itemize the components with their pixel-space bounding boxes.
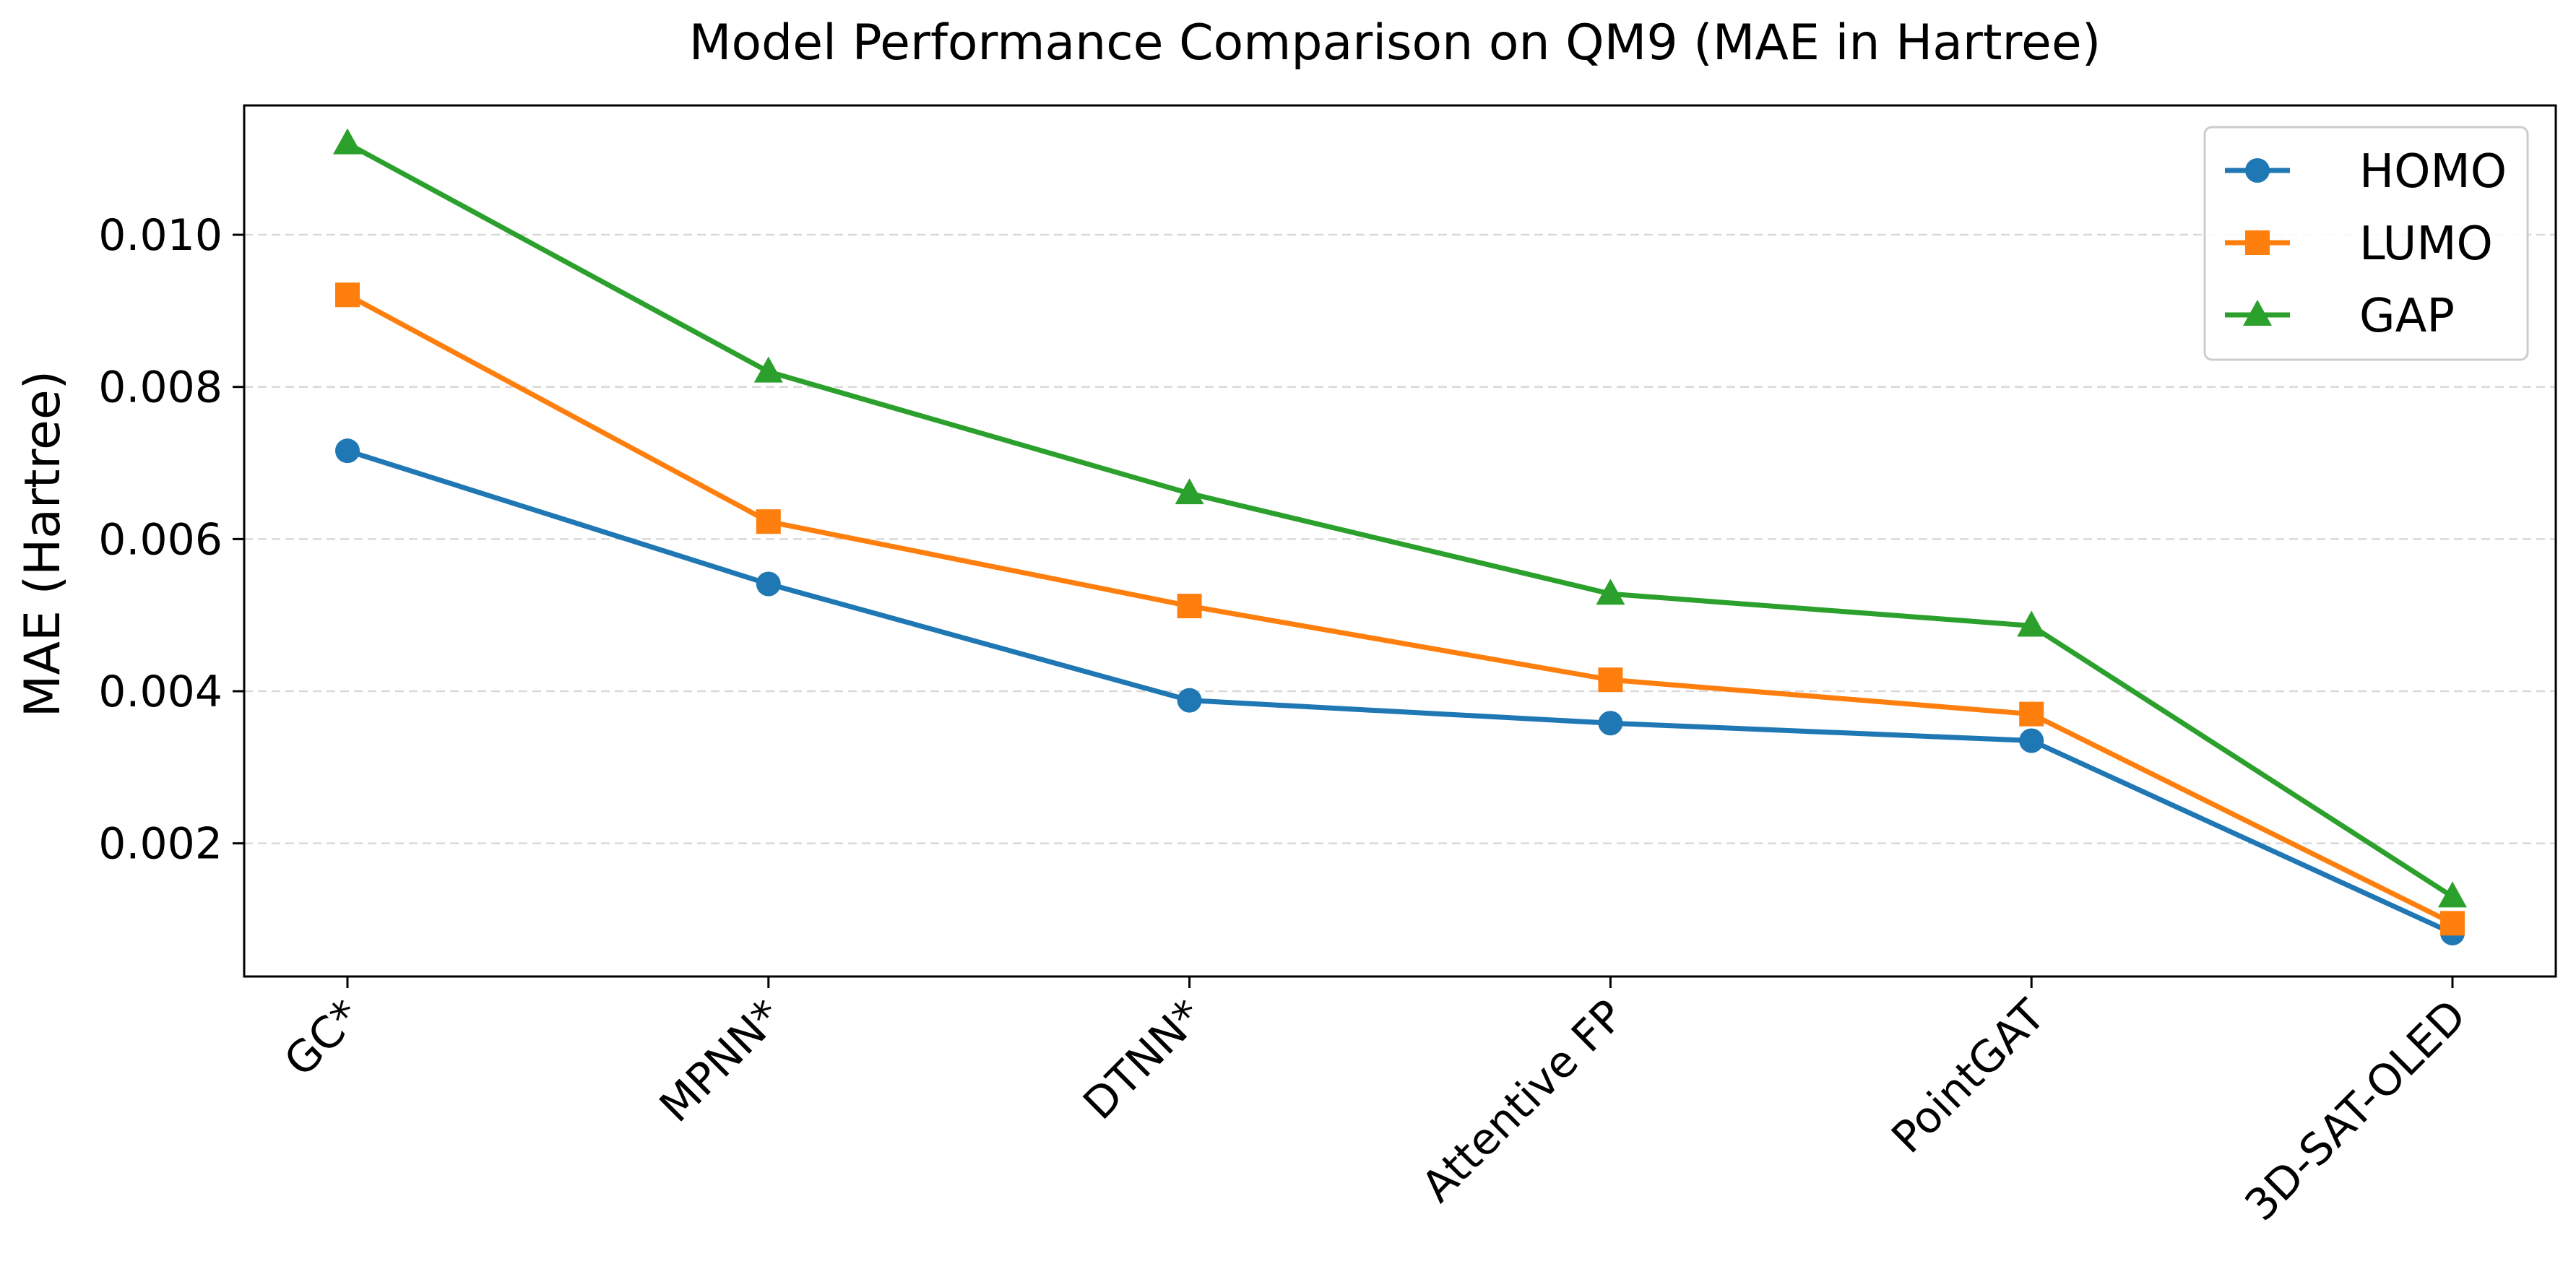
lumo-legend-label: LUMO (2359, 217, 2493, 271)
gap-point (2017, 610, 2046, 637)
lumo-series (335, 282, 2465, 936)
gap-point (1175, 478, 1204, 505)
homo-point (1598, 711, 1623, 736)
y-tick-label: 0.008 (98, 363, 222, 413)
gap-point (1596, 579, 1625, 605)
legend: HOMO LUMO GAP (2203, 126, 2529, 361)
lumo-point (2440, 911, 2465, 936)
homo-point (2019, 728, 2044, 753)
plot-border (243, 104, 2557, 978)
homo-point (335, 438, 360, 464)
gap-series (333, 128, 2467, 908)
homo-point (1177, 688, 1202, 713)
gap-legend-marker (2243, 300, 2272, 326)
homo-series (335, 438, 2465, 945)
lumo-line (345, 292, 2455, 926)
y-tick-label: 0.004 (98, 667, 222, 717)
gap-legend-label: GAP (2359, 290, 2455, 343)
y-tick-label: 0.010 (98, 210, 222, 261)
lumo-point (756, 509, 781, 534)
gap-point (2438, 881, 2467, 908)
lumo-point (1177, 594, 1202, 619)
chart-title: Model Performance Comparison on QM9 (MAE… (689, 14, 2101, 72)
gap-point (753, 356, 783, 383)
lumo-legend-marker (2245, 230, 2270, 255)
lumo-point (335, 282, 360, 308)
legend-box (2203, 126, 2529, 361)
y-tick-label: 0.006 (98, 514, 222, 565)
plot-frame (243, 104, 2557, 978)
y-tick-label: 0.002 (98, 819, 222, 870)
lumo-point (1598, 667, 1623, 693)
homo-legend-marker (2245, 158, 2270, 183)
homo-point (756, 571, 781, 597)
series-layer (333, 128, 2467, 945)
y-axis-label: MAE (Hartree) (14, 371, 72, 717)
homo-line (345, 448, 2455, 936)
homo-legend-label: HOMO (2359, 145, 2507, 199)
gap-point (333, 128, 362, 155)
gap-line (345, 141, 2455, 899)
lumo-point (2019, 701, 2044, 727)
